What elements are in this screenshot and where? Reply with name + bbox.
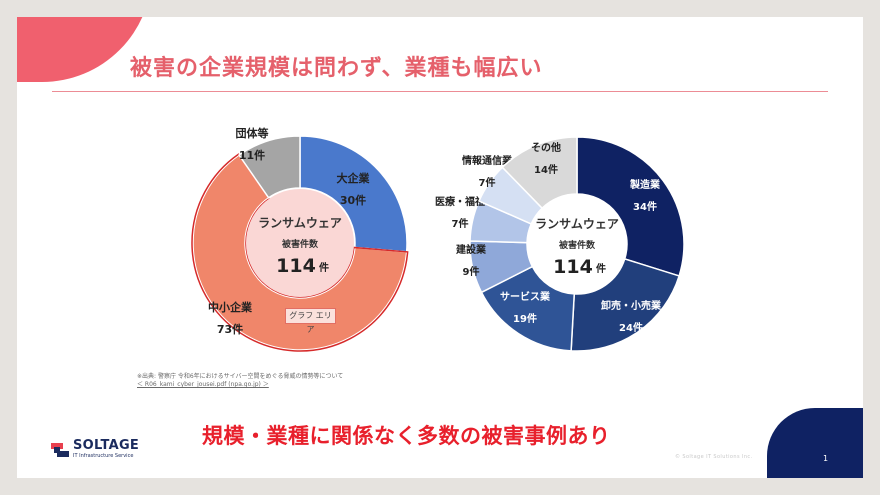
slice-3[interactable] (237, 135, 301, 199)
center-title: ランサムウェア (535, 217, 619, 231)
value-label: 7件 (452, 217, 469, 230)
category-label: サービス業 (500, 290, 551, 303)
category-label: 団体等 (236, 126, 269, 140)
value-label: 14件 (534, 163, 558, 176)
soltage-logo: SOLTAGE IT Infrastructure Service (51, 438, 139, 463)
corner-decoration-navy (767, 408, 863, 478)
center-unit: 件 (319, 261, 329, 274)
value-label: 7件 (479, 176, 496, 189)
center-subtitle: 被害件数 (559, 239, 596, 251)
title-underline (52, 91, 828, 92)
donut-center (528, 195, 626, 293)
slice-1[interactable] (299, 135, 408, 253)
slice-2[interactable] (192, 154, 408, 351)
category-label: 製造業 (629, 178, 661, 191)
slide: 被害の企業規模は問わず、業種も幅広い 大企業 30件中小企業 73件 団体等 11件ラン… (17, 17, 863, 478)
slice-2[interactable] (570, 257, 681, 352)
page-number: 1 (823, 454, 829, 463)
value-label: 11件 (239, 148, 265, 162)
logo-mark-icon (51, 443, 69, 457)
value-label: 19件 (513, 312, 537, 325)
center-title: ランサムウェア (258, 216, 342, 230)
category-label: 卸売・小売業 (601, 299, 662, 312)
source-text: ※出典: 警察庁 令和6年におけるサイバー空間をめぐる脅威の情勢等について (137, 373, 344, 380)
slice-7[interactable] (501, 136, 578, 210)
category-label: 大企業 (337, 171, 371, 185)
donut-center (246, 189, 354, 297)
center-total: 114 (553, 256, 593, 278)
center-total: 114 (276, 255, 316, 277)
category-label: 情報通信業 (462, 154, 513, 167)
value-label: 73件 (217, 322, 243, 336)
category-label: 建設業 (455, 243, 487, 256)
category-label: 医療・福祉 (435, 195, 485, 208)
conclusion-text: 規模・業種に関係なく多数の被害事例あり (202, 424, 611, 448)
copyright: © Soltage IT Solutions Inc. (675, 454, 753, 460)
value-label: 30件 (340, 193, 366, 207)
center-unit: 件 (596, 262, 606, 275)
value-label: 24件 (619, 321, 643, 334)
logo-name: SOLTAGE (73, 438, 140, 453)
center-subtitle: 被害件数 (282, 238, 319, 250)
value-label: 34件 (633, 200, 657, 213)
source-note: ※出典: 警察庁 令和6年におけるサイバー空間をめぐる脅威の情勢等について ＜ … (137, 373, 343, 389)
chart-area-tooltip: グラフ エリア (285, 308, 336, 334)
slice-1[interactable] (576, 136, 685, 277)
value-label: 9件 (463, 265, 480, 278)
slide-title: 被害の企業規模は問わず、業種も幅広い (130, 56, 543, 81)
category-label: その他 (531, 141, 561, 154)
logo-tagline: IT Infrastructure Service (73, 453, 134, 459)
category-label: 中小企業 (208, 300, 253, 314)
source-link[interactable]: ＜ R06_kami_cyber_jousei.pdf (npa.go.jp) … (137, 381, 269, 388)
